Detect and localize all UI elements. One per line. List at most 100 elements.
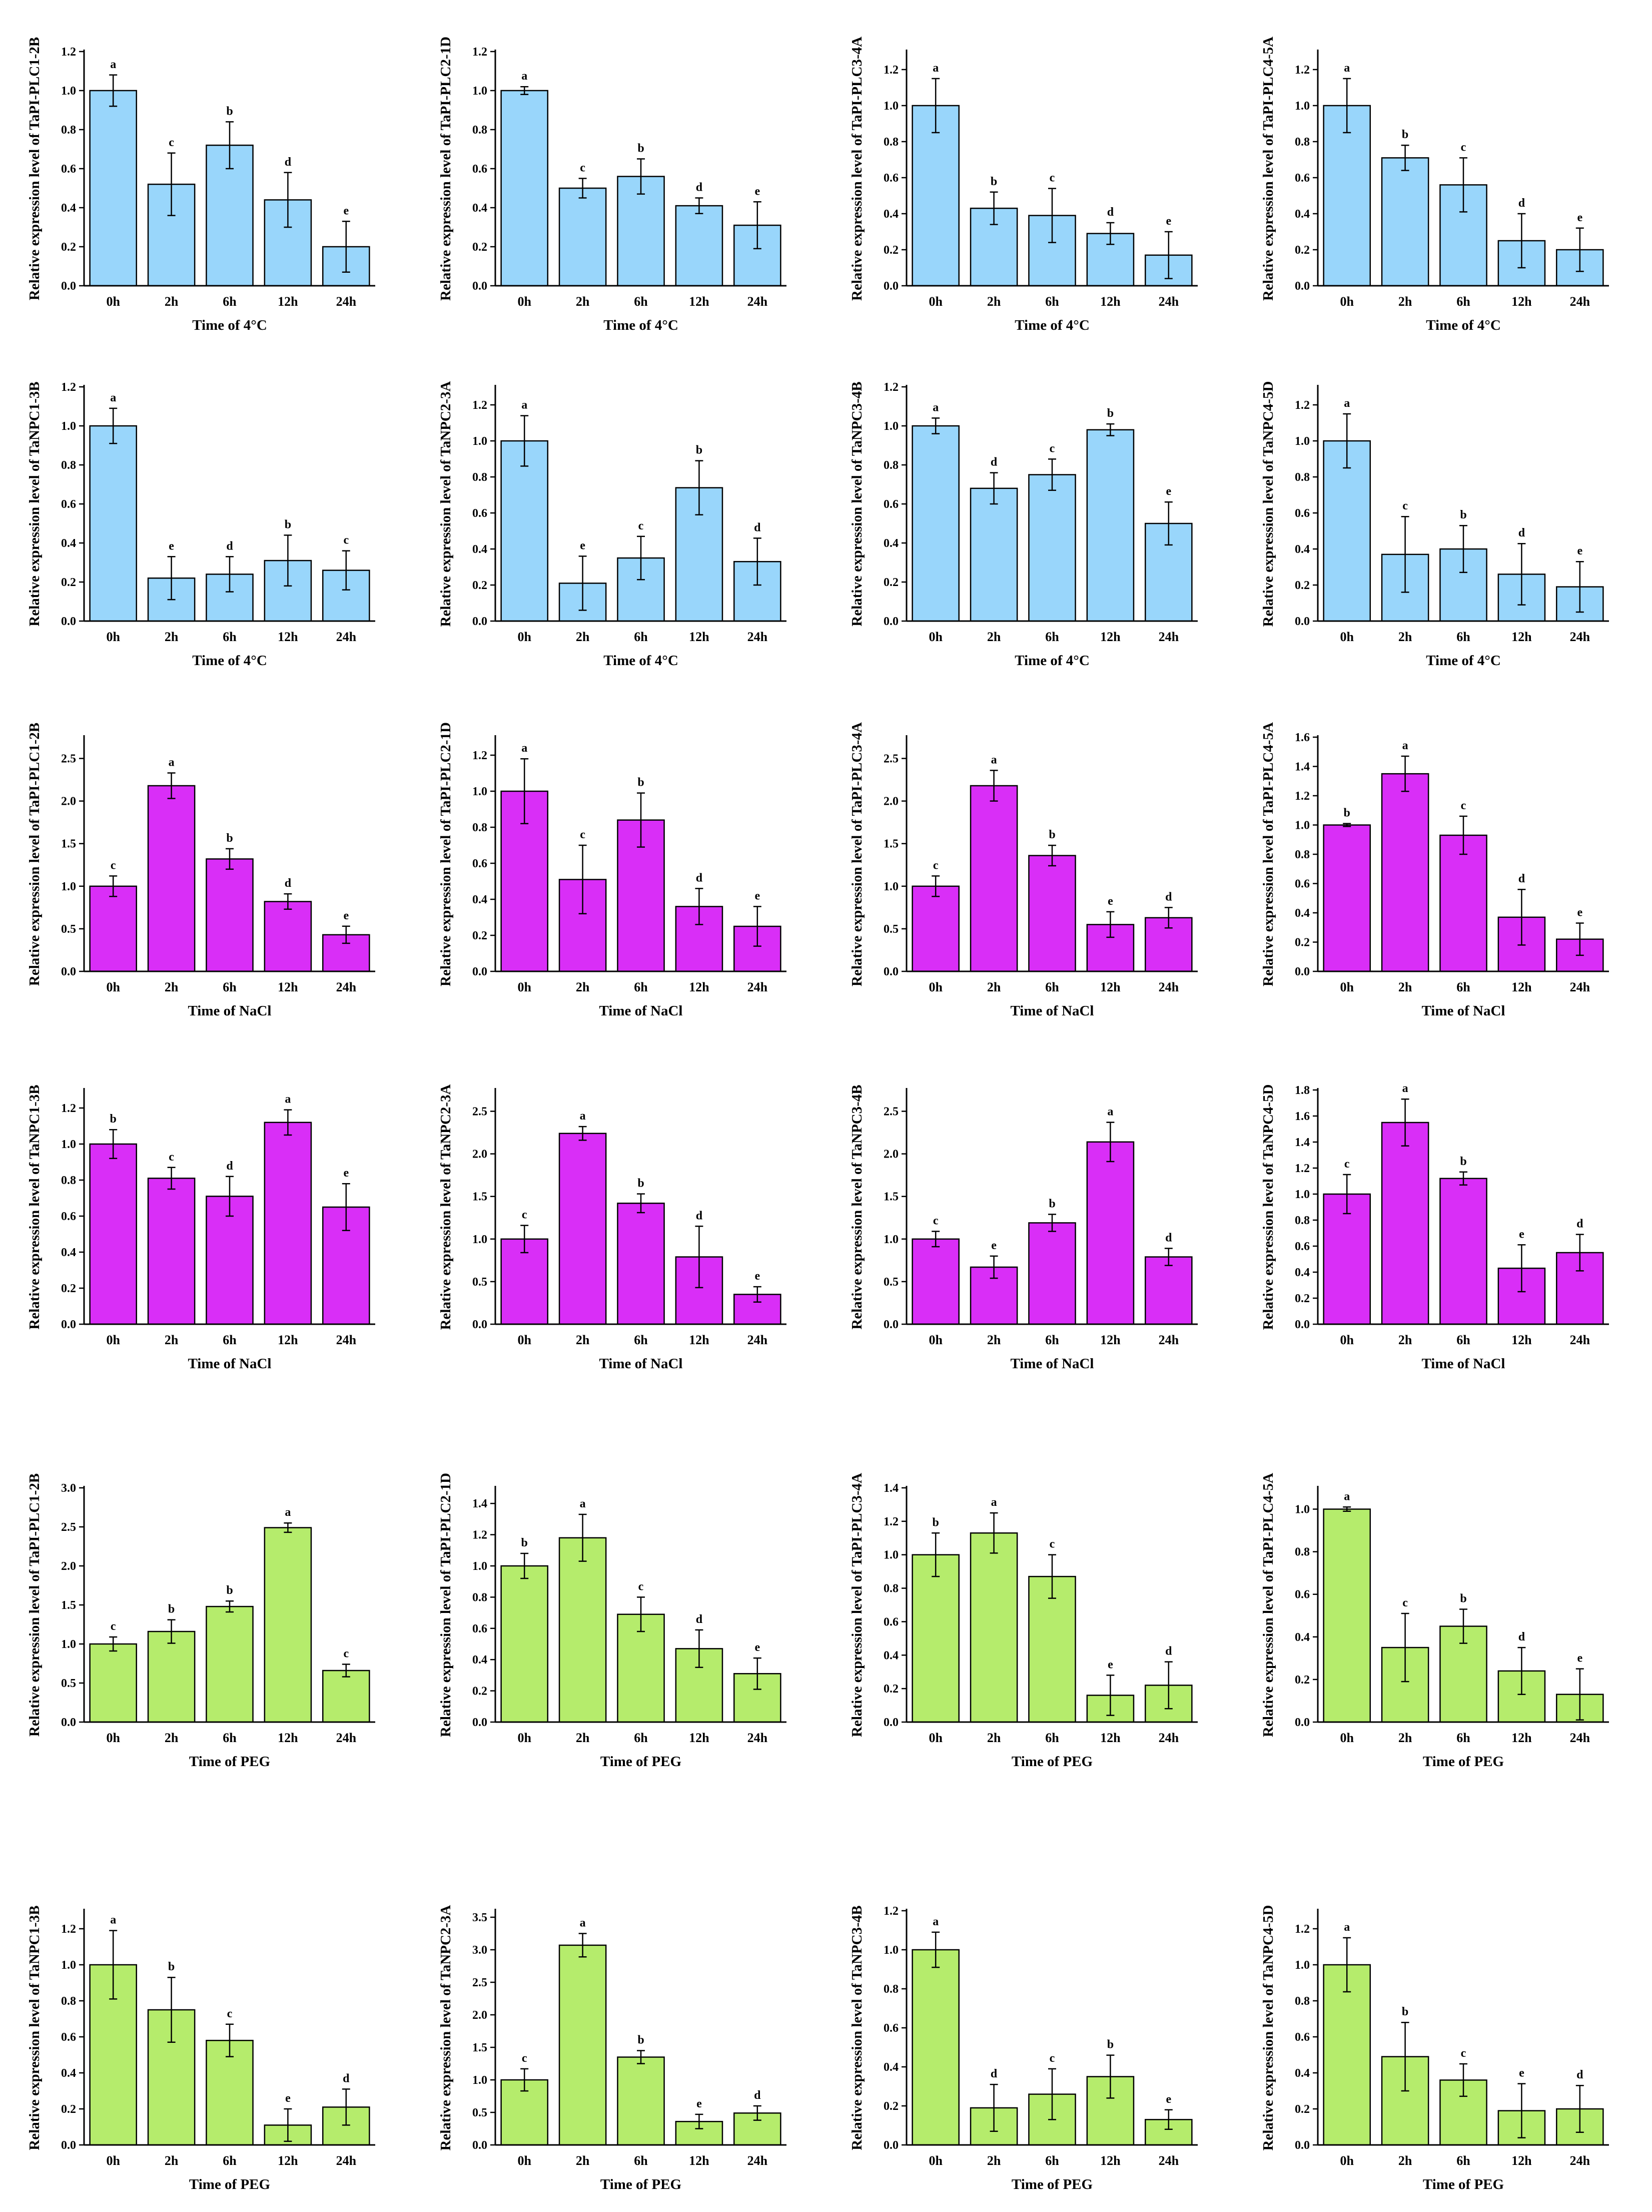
significance-letter: e	[1519, 1228, 1524, 1241]
significance-letter: b	[168, 1603, 175, 1616]
significance-letter: d	[285, 156, 292, 169]
y-tick-label: 0.6	[884, 2022, 899, 2035]
significance-letter: d	[343, 2072, 350, 2085]
chart-panel: c 0h e 2h b 6h a 12h d 24h 0.0 0.5 1.0 1.5 2.0 2.5 Time …	[849, 1084, 1198, 1372]
x-axis-label: Time of NaCl	[1421, 1356, 1505, 1372]
significance-letter: c	[1050, 2052, 1055, 2065]
x-tick-label: 2h	[1398, 1731, 1412, 1745]
chart-panel: a 0h e 2h d 6h b 12h c 24h 0.0 0.2 0.4 0.6 0.8 1.0 1.2 Ti…	[27, 381, 375, 669]
bar	[970, 785, 1018, 972]
significance-letter: e	[1166, 215, 1171, 228]
x-tick-label: 2h	[576, 980, 590, 994]
significance-letter: e	[1577, 211, 1582, 224]
x-axis-label: Time of 4°C	[192, 317, 267, 333]
y-tick-label: 0.0	[61, 965, 76, 978]
chart-panel: c 0h a 2h b 6h e 12h d 24h 0.0 0.5 1.0 1.5 2.0 2.5 Time …	[849, 722, 1198, 1019]
y-tick-label: 1.2	[61, 381, 76, 394]
x-tick-label: 12h	[689, 2153, 709, 2168]
significance-letter: d	[1165, 1232, 1172, 1245]
y-tick-label: 0.2	[1295, 1674, 1310, 1687]
y-tick-label: 0.5	[61, 1677, 76, 1690]
significance-letter: d	[1518, 197, 1525, 210]
y-axis-label: Relative expression level of TaPI-PLC3-4…	[849, 37, 865, 301]
y-tick-label: 0.2	[884, 1683, 899, 1696]
x-tick-label: 0h	[1340, 294, 1354, 309]
y-axis-label: Relative expression level of TaNPC3-4B	[849, 1905, 865, 2150]
bar	[1439, 834, 1487, 972]
y-tick-label: 1.5	[61, 838, 76, 851]
y-tick-label: 1.0	[472, 1560, 487, 1573]
y-tick-label: 3.0	[61, 1482, 76, 1495]
bar	[912, 425, 960, 622]
x-axis-label: Time of PEG	[1423, 2176, 1504, 2192]
significance-letter: e	[1166, 485, 1171, 498]
bar	[89, 425, 138, 622]
y-tick-label: 0.8	[884, 459, 899, 472]
chart-panel: c 0h a 2h b 6h d 12h e 24h 0.0 0.5 1.0 1.5 2.0 2.5 Time …	[438, 1084, 786, 1372]
x-tick-label: 0h	[106, 294, 120, 309]
x-tick-label: 24h	[1570, 2153, 1590, 2168]
x-tick-label: 24h	[1570, 1333, 1590, 1347]
y-tick-label: 0.2	[472, 579, 487, 592]
y-tick-label: 0.6	[472, 1622, 487, 1635]
x-tick-label: 24h	[1570, 980, 1590, 994]
significance-letter: b	[285, 518, 291, 531]
y-tick-label: 1.6	[1295, 731, 1310, 744]
x-tick-label: 12h	[278, 1731, 298, 1745]
significance-letter: d	[1518, 526, 1525, 539]
chart-panel: c 0h a 2h b 6h d 12h e 24h 0.0 0.5 1.0 1.5 2.0 2.5 Time …	[27, 723, 375, 1019]
y-axis-label: Relative expression level of TaNPC4-5D	[1260, 1084, 1276, 1330]
y-tick-label: 1.0	[884, 100, 899, 113]
bar	[264, 1122, 312, 1325]
chart-panel: a 0h d 2h c 6h b 12h e 24h 0.0 0.2 0.4 0.6 0.8 1.0 1.2 Ti…	[849, 381, 1198, 669]
bar	[264, 901, 312, 972]
y-tick-label: 0.8	[61, 459, 76, 472]
significance-letter: e	[754, 185, 760, 198]
y-axis-label: Relative expression level of TaPI-PLC2-1…	[438, 37, 454, 301]
y-axis-label: Relative expression level of TaPI-PLC1-2…	[27, 37, 43, 300]
significance-letter: d	[226, 539, 233, 552]
significance-letter: b	[637, 1177, 644, 1190]
x-tick-label: 12h	[278, 2153, 298, 2168]
significance-letter: a	[933, 62, 939, 75]
x-tick-label: 12h	[1511, 1731, 1532, 1745]
significance-letter: c	[580, 828, 585, 841]
significance-letter: c	[1461, 799, 1466, 812]
x-tick-label: 6h	[1456, 980, 1470, 994]
x-tick-label: 2h	[576, 1333, 590, 1347]
y-axis-label: Relative expression level of TaPI-PLC1-2…	[27, 723, 43, 986]
chart-panel: a 0h b 2h c 6h e 12h d 24h 0.0 0.2 0.4 0.6 0.8 1.0 1.2 Ti…	[1260, 1905, 1609, 2192]
y-tick-label: 0.4	[1295, 1631, 1310, 1644]
significance-letter: d	[754, 2089, 761, 2102]
x-tick-label: 12h	[1100, 2153, 1121, 2168]
bar	[264, 1527, 312, 1723]
significance-letter: e	[1166, 2093, 1171, 2106]
x-tick-label: 2h	[1398, 2153, 1412, 2168]
chart-panel: c 0h a 2h b 6h e 12h d 24h 0.0 0.2 0.4 0.6 0.8 1.0 1.2 1.…	[1260, 1082, 1609, 1372]
bar	[206, 1196, 254, 1325]
significance-letter: c	[1402, 1596, 1408, 1609]
x-tick-label: 24h	[1159, 294, 1179, 309]
y-tick-label: 0.8	[884, 1582, 899, 1595]
y-tick-label: 1.0	[472, 85, 487, 98]
y-tick-label: 1.0	[1295, 819, 1310, 832]
y-tick-label: 1.0	[884, 420, 899, 433]
significance-letter: c	[343, 534, 349, 547]
y-tick-label: 0.8	[472, 1591, 487, 1604]
x-tick-label: 12h	[1100, 294, 1121, 309]
x-tick-label: 24h	[1159, 1731, 1179, 1745]
y-tick-label: 0.6	[884, 172, 899, 185]
x-tick-label: 6h	[1045, 294, 1059, 309]
y-tick-label: 1.5	[884, 1191, 899, 1204]
x-axis-label: Time of PEG	[1012, 1754, 1093, 1770]
y-tick-label: 1.0	[884, 880, 899, 893]
significance-letter: a	[580, 1917, 586, 1930]
significance-letter: a	[991, 1496, 997, 1509]
x-axis-label: Time of 4°C	[192, 653, 267, 669]
y-tick-label: 1.0	[61, 420, 76, 433]
significance-letter: c	[1344, 1158, 1350, 1171]
significance-letter: c	[522, 2052, 527, 2065]
bar	[322, 1670, 370, 1723]
x-tick-label: 2h	[165, 980, 179, 994]
